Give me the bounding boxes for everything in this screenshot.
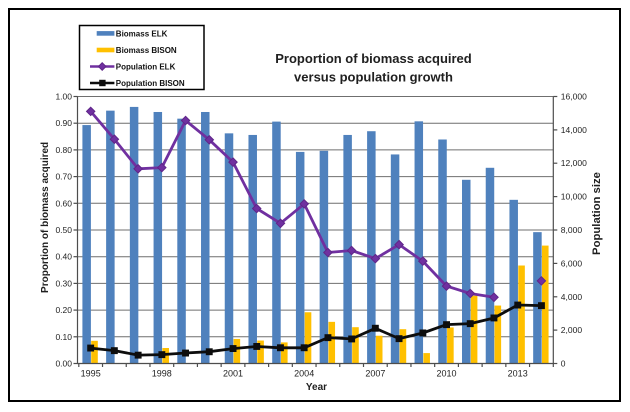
svg-text:Year: Year xyxy=(306,382,327,393)
svg-text:2010: 2010 xyxy=(436,369,456,379)
svg-text:6,000: 6,000 xyxy=(561,258,583,268)
svg-text:16,000: 16,000 xyxy=(561,92,587,102)
svg-text:0.70: 0.70 xyxy=(55,172,72,182)
svg-text:14,000: 14,000 xyxy=(561,125,587,135)
svg-text:10,000: 10,000 xyxy=(561,192,587,202)
svg-text:0.30: 0.30 xyxy=(55,278,72,288)
svg-text:2004: 2004 xyxy=(294,369,314,379)
svg-text:versus population growth: versus population growth xyxy=(294,70,453,85)
svg-text:0: 0 xyxy=(561,359,566,369)
svg-text:Population size: Population size xyxy=(591,172,603,255)
svg-text:0.90: 0.90 xyxy=(55,118,72,128)
svg-text:Population BISON: Population BISON xyxy=(116,79,185,88)
svg-text:2,000: 2,000 xyxy=(561,325,583,335)
svg-text:2013: 2013 xyxy=(508,369,528,379)
svg-text:0.50: 0.50 xyxy=(55,225,72,235)
svg-text:1.00: 1.00 xyxy=(55,92,72,102)
svg-text:0.40: 0.40 xyxy=(55,252,72,262)
svg-text:4,000: 4,000 xyxy=(561,292,583,302)
svg-text:0.20: 0.20 xyxy=(55,305,72,315)
svg-text:Proportion of biomass acquired: Proportion of biomass acquired xyxy=(275,51,472,66)
svg-text:1998: 1998 xyxy=(152,369,172,379)
svg-text:0.10: 0.10 xyxy=(55,332,72,342)
svg-text:0.80: 0.80 xyxy=(55,145,72,155)
svg-text:0.60: 0.60 xyxy=(55,198,72,208)
svg-text:Biomass ELK: Biomass ELK xyxy=(116,29,168,38)
svg-text:2001: 2001 xyxy=(223,369,243,379)
svg-text:1995: 1995 xyxy=(81,369,101,379)
svg-text:Population ELK: Population ELK xyxy=(116,62,176,71)
svg-text:8,000: 8,000 xyxy=(561,225,583,235)
svg-text:2007: 2007 xyxy=(365,369,385,379)
svg-text:Biomass BISON: Biomass BISON xyxy=(116,46,177,55)
svg-text:12,000: 12,000 xyxy=(561,158,587,168)
svg-text:0.00: 0.00 xyxy=(55,359,72,369)
svg-text:Proportion of biomass acquired: Proportion of biomass acquired xyxy=(40,142,51,293)
